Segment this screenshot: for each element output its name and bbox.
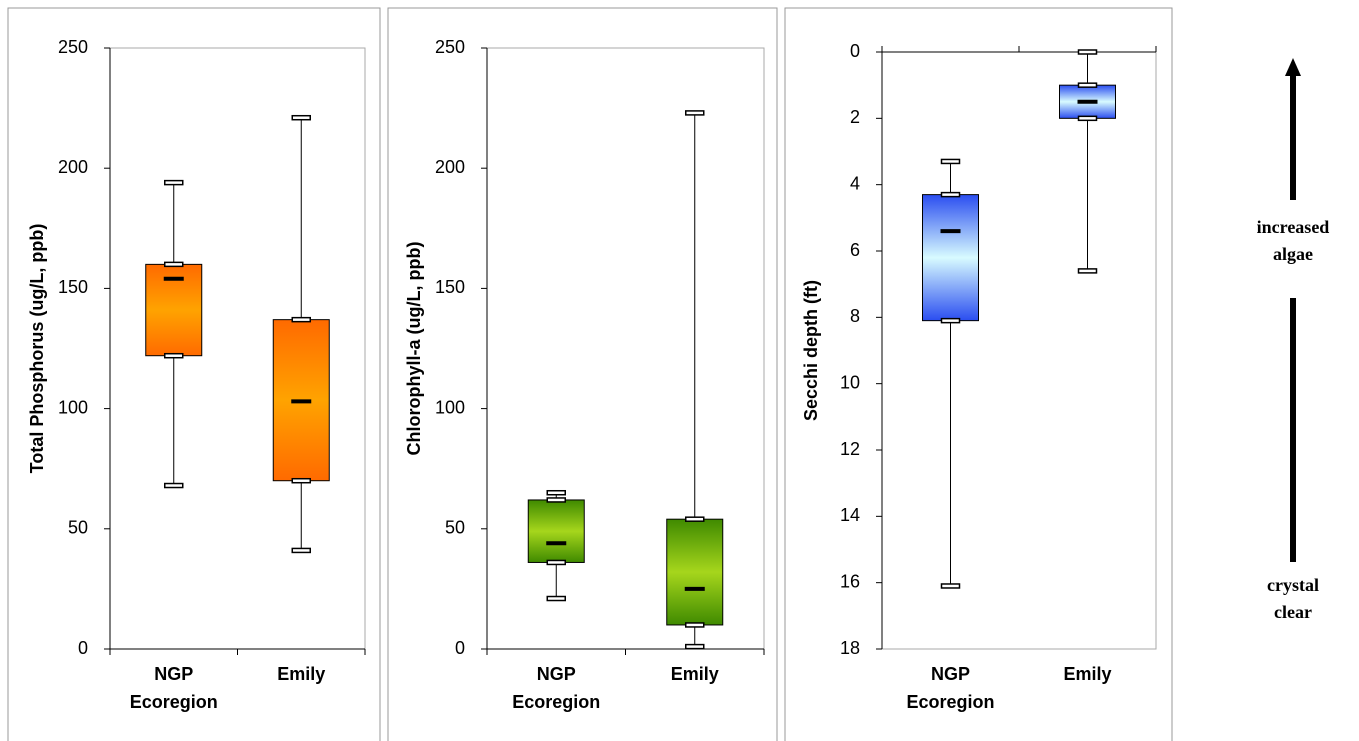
- x-tick-label: Emily: [277, 664, 325, 684]
- cap: [940, 191, 961, 198]
- y-tick-label: 0: [455, 638, 465, 658]
- x-tick-label: Ecoregion: [130, 692, 218, 712]
- y-tick-label: 200: [58, 157, 88, 177]
- cap: [546, 497, 566, 503]
- cap: [164, 261, 184, 268]
- y-tick-label: 14: [840, 505, 860, 525]
- cap: [1077, 49, 1098, 55]
- y-tick-label: 150: [58, 277, 88, 297]
- box: [666, 518, 724, 626]
- cap: [1077, 82, 1098, 88]
- cap: [685, 622, 705, 628]
- annotation: crystal: [1267, 575, 1319, 595]
- cap: [164, 179, 184, 186]
- plot-frame: [881, 51, 1157, 650]
- annotation: algae: [1273, 244, 1313, 264]
- y-tick-label: 2: [850, 107, 860, 127]
- y-axis-label: Total Phosphorus (ug/L, ppb): [27, 224, 47, 474]
- y-tick-label: 150: [435, 277, 465, 297]
- cap: [940, 583, 961, 589]
- cap: [685, 643, 705, 650]
- cap: [164, 352, 184, 359]
- cap: [685, 110, 705, 116]
- cap: [164, 482, 184, 489]
- panel-frame: [784, 7, 1173, 741]
- box: [527, 499, 585, 563]
- cap: [685, 516, 705, 522]
- cap: [1077, 268, 1098, 274]
- cap: [291, 316, 311, 323]
- panel-frame: [387, 7, 778, 741]
- annotation: clear: [1274, 602, 1312, 622]
- cap: [546, 595, 566, 602]
- x-tick-label: NGP: [931, 664, 970, 684]
- y-tick-label: 100: [58, 397, 88, 417]
- y-tick-label: 4: [850, 173, 860, 193]
- arrow-head: [1285, 58, 1301, 76]
- x-tick-label: NGP: [537, 664, 576, 684]
- cap: [291, 114, 311, 121]
- y-axis-label: Secchi depth (ft): [801, 280, 821, 421]
- x-tick-label: NGP: [154, 664, 193, 684]
- y-tick-label: 250: [435, 37, 465, 57]
- cap: [291, 477, 311, 484]
- y-tick-label: 16: [840, 571, 860, 591]
- y-tick-label: 200: [435, 157, 465, 177]
- x-tick-label: Ecoregion: [512, 692, 600, 712]
- x-tick-label: Emily: [1063, 664, 1111, 684]
- panel-frame: [7, 7, 381, 741]
- y-tick-label: 6: [850, 240, 860, 260]
- y-tick-label: 12: [840, 439, 860, 459]
- y-tick-label: 50: [68, 518, 88, 538]
- x-tick-label: Emily: [671, 664, 719, 684]
- y-tick-label: 100: [435, 397, 465, 417]
- y-tick-label: 8: [850, 306, 860, 326]
- cap: [1077, 115, 1098, 122]
- cap: [291, 547, 311, 554]
- box: [922, 194, 979, 322]
- cap: [940, 158, 961, 165]
- annotation: increased: [1257, 217, 1330, 237]
- y-tick-label: 50: [445, 518, 465, 538]
- y-axis-label: Chlorophyll-a (ug/L, ppb): [404, 242, 424, 456]
- y-tick-label: 0: [850, 41, 860, 61]
- y-tick-label: 18: [840, 638, 860, 658]
- x-tick-label: Ecoregion: [906, 692, 994, 712]
- y-tick-label: 0: [78, 638, 88, 658]
- cap: [546, 489, 566, 496]
- y-tick-label: 250: [58, 37, 88, 57]
- cap: [546, 559, 566, 566]
- y-tick-label: 10: [840, 372, 860, 392]
- cap: [940, 317, 961, 324]
